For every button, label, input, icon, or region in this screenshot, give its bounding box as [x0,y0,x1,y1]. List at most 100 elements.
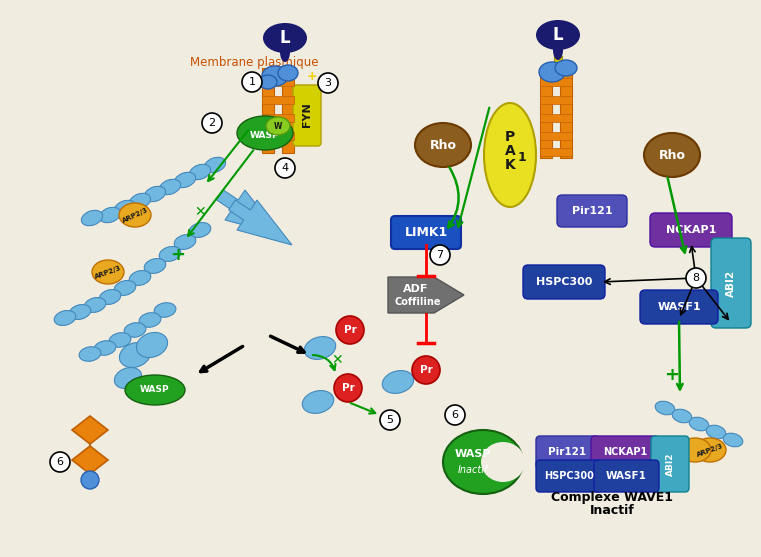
Text: Inactif: Inactif [458,465,489,475]
Text: L: L [552,26,563,44]
Ellipse shape [189,164,211,180]
Bar [262,132,294,140]
Ellipse shape [555,60,577,76]
Ellipse shape [99,290,121,305]
Circle shape [430,245,450,265]
FancyBboxPatch shape [651,436,689,492]
Text: Coffiline: Coffiline [395,297,441,307]
Ellipse shape [262,66,288,86]
Ellipse shape [694,438,726,462]
FancyBboxPatch shape [523,265,605,299]
Ellipse shape [481,442,525,482]
Text: NCKAP1: NCKAP1 [603,447,647,457]
Text: FYN: FYN [302,102,312,128]
FancyBboxPatch shape [557,195,627,227]
Circle shape [334,374,362,402]
Text: P: P [505,130,515,144]
FancyBboxPatch shape [594,460,659,492]
Text: A: A [505,144,515,158]
Circle shape [336,316,364,344]
Text: W: W [274,121,282,130]
Circle shape [412,356,440,384]
Text: ARP2/3: ARP2/3 [696,442,724,458]
Ellipse shape [189,223,211,237]
Ellipse shape [129,193,151,209]
Ellipse shape [79,346,101,361]
Ellipse shape [174,172,196,188]
Circle shape [380,410,400,430]
Text: Rho: Rho [429,139,457,152]
Ellipse shape [655,401,675,415]
Text: ADF: ADF [403,284,428,294]
Ellipse shape [536,20,580,50]
Bar [540,148,572,156]
Bar [262,114,294,122]
Ellipse shape [94,341,116,355]
Ellipse shape [54,311,76,325]
Ellipse shape [84,297,106,312]
Ellipse shape [689,417,708,431]
Ellipse shape [266,117,290,135]
Text: L: L [280,29,290,47]
Bar [540,68,552,158]
Text: Pir121: Pir121 [548,447,586,457]
Ellipse shape [278,65,298,81]
Text: Pr: Pr [344,325,356,335]
Circle shape [275,158,295,178]
Text: ✕: ✕ [194,205,205,219]
Ellipse shape [263,23,307,53]
Text: ABI2: ABI2 [666,452,674,476]
Text: 5: 5 [387,415,393,425]
Ellipse shape [484,103,536,207]
Circle shape [686,268,706,288]
Ellipse shape [81,211,103,226]
Ellipse shape [129,271,151,286]
Bar [262,68,274,153]
Bar [540,96,572,104]
Ellipse shape [280,42,290,62]
FancyBboxPatch shape [711,238,751,328]
Text: 6: 6 [451,410,458,420]
Text: HSPC300: HSPC300 [544,471,594,481]
Bar [540,132,572,140]
Circle shape [242,72,262,92]
Text: Membrane plasmique: Membrane plasmique [190,56,319,69]
Circle shape [81,471,99,489]
Text: WASF1: WASF1 [658,302,701,312]
Ellipse shape [119,203,151,227]
Text: 2: 2 [209,118,215,128]
Bar [540,78,572,86]
FancyBboxPatch shape [293,85,321,146]
Text: WASP: WASP [140,385,170,394]
Ellipse shape [205,157,225,173]
Ellipse shape [302,390,334,413]
Text: 4: 4 [282,163,288,173]
Ellipse shape [553,40,563,60]
Ellipse shape [124,323,146,338]
FancyBboxPatch shape [536,436,599,468]
Text: K: K [505,158,515,172]
Bar [262,78,294,86]
Text: WASP: WASP [455,449,492,459]
Text: WASF1: WASF1 [606,471,646,481]
Ellipse shape [114,368,142,389]
Ellipse shape [415,123,471,167]
Text: Complexe WAVE1: Complexe WAVE1 [551,491,673,504]
Text: LIMK1: LIMK1 [404,226,447,238]
Text: 6: 6 [56,457,63,467]
Ellipse shape [706,425,726,439]
Bar [554,56,562,70]
Ellipse shape [125,375,185,405]
Text: Pr: Pr [342,383,355,393]
Text: +: + [307,70,317,82]
Circle shape [50,452,70,472]
Text: Rho: Rho [658,149,686,162]
Bar [262,96,294,104]
Text: +: + [170,246,186,264]
Ellipse shape [174,234,196,250]
Ellipse shape [723,433,743,447]
FancyBboxPatch shape [591,436,659,468]
Ellipse shape [679,438,711,462]
Ellipse shape [382,370,414,393]
Bar [282,68,294,153]
